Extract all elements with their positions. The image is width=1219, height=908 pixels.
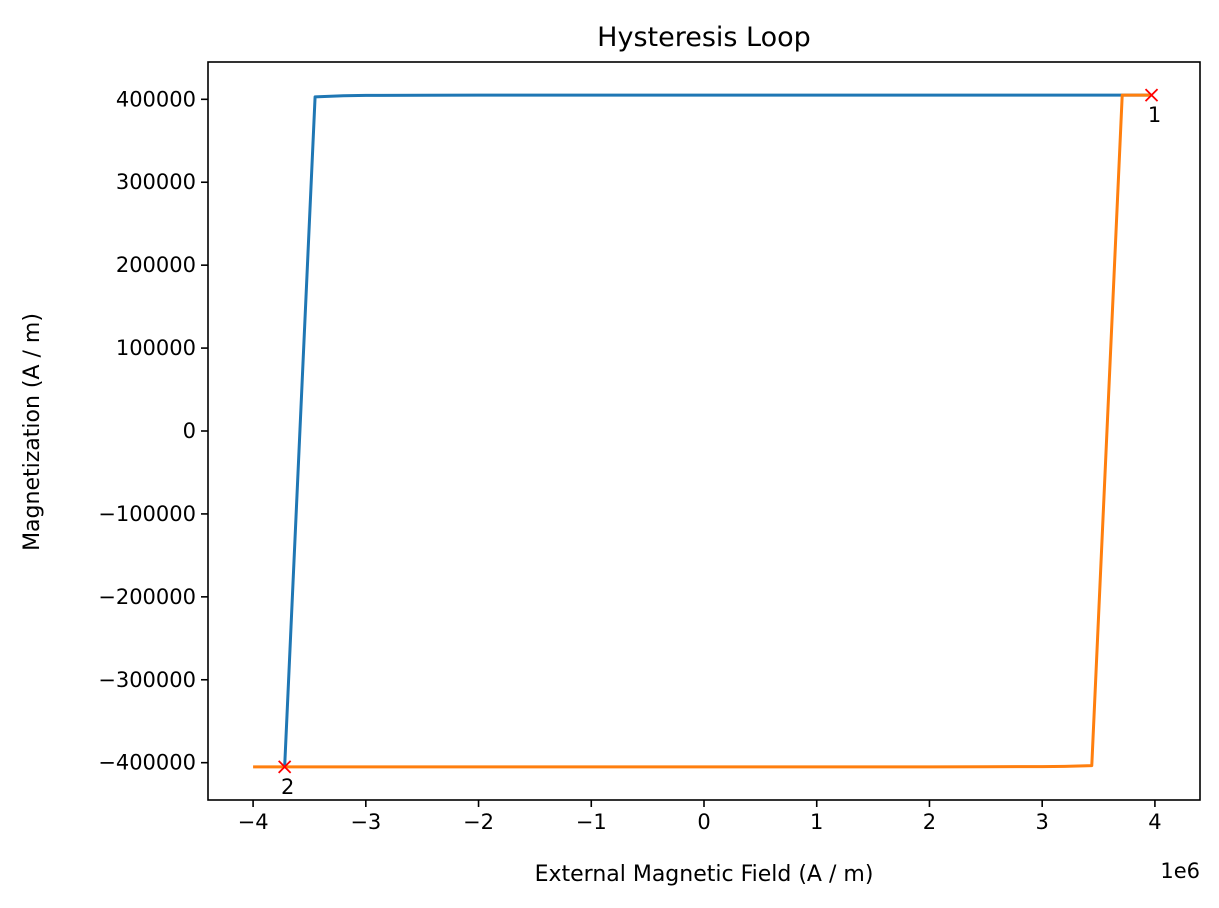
x-tick-label: 4 [1148, 810, 1161, 834]
point-marker-1 [1144, 88, 1159, 102]
point-annotation-1: 1 [1148, 103, 1161, 127]
x-tick-label: −1 [576, 810, 607, 834]
x-tick-label: 3 [1035, 810, 1048, 834]
x-tick-label: −4 [238, 810, 269, 834]
x-axis: −4 −3 −2 −1 0 1 2 3 4 [238, 800, 1162, 834]
y-tick-label: 300000 [116, 170, 196, 194]
plot-area: 12 [207, 61, 1201, 801]
y-tick-label: 0 [183, 419, 196, 443]
x-axis-label: External Magnetic Field (A / m) [535, 862, 874, 887]
series-layer [253, 93, 1152, 769]
y-tick-label: 200000 [116, 253, 196, 277]
series-line-2 [253, 93, 1152, 769]
point-annotation-2: 2 [281, 775, 294, 799]
x-tick-label: −3 [350, 810, 381, 834]
y-tick-label: −400000 [98, 751, 196, 775]
x-tick-label: −2 [463, 810, 494, 834]
y-tick-label: 100000 [116, 336, 196, 360]
y-tick-label: −300000 [98, 668, 196, 692]
series-line-1 [283, 93, 1152, 767]
y-tick-label: −100000 [98, 502, 196, 526]
x-axis-offset-text: 1e6 [1160, 859, 1200, 883]
x-tick-label: 1 [810, 810, 823, 834]
point-marker-2 [278, 760, 292, 774]
x-tick-label: 0 [697, 810, 710, 834]
y-axis-label: Magnetization (A / m) [20, 313, 45, 551]
x-tick-label: 2 [923, 810, 936, 834]
marker-layer: 12 [278, 88, 1161, 799]
y-tick-label: −200000 [98, 585, 196, 609]
plot-frame [207, 61, 1201, 801]
chart-title: Hysteresis Loop [597, 22, 811, 53]
y-tick-label: 400000 [116, 87, 196, 111]
y-axis: −400000 −300000 −200000 −100000 0 100000 20000… [98, 87, 208, 775]
